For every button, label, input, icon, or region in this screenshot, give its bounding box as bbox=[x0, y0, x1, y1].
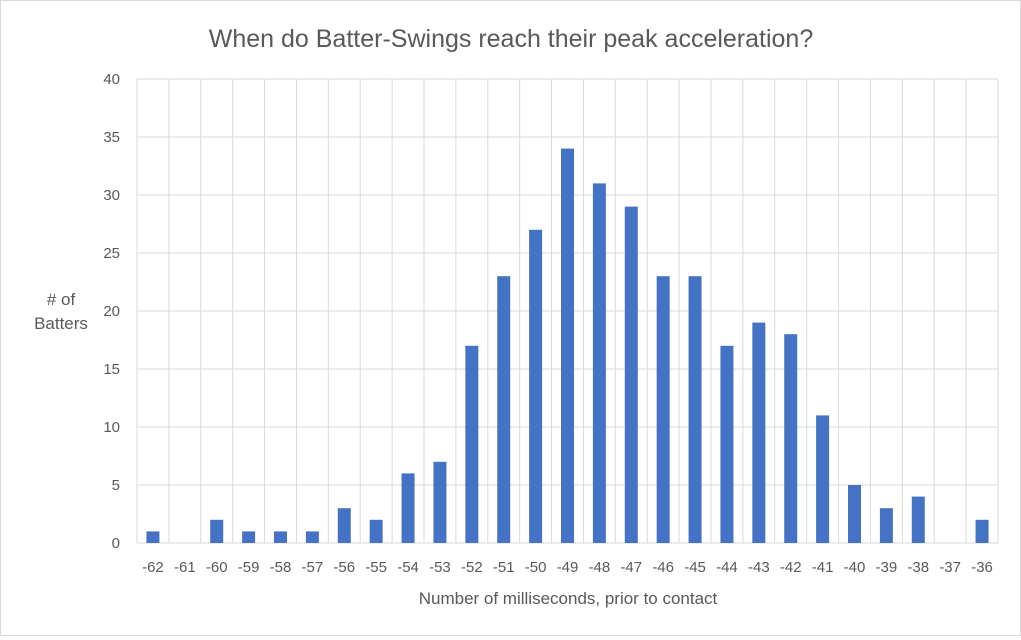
bar bbox=[242, 531, 256, 543]
bars bbox=[146, 148, 989, 544]
x-tick-label: -44 bbox=[716, 559, 738, 576]
bar bbox=[752, 322, 766, 543]
bar bbox=[369, 519, 383, 543]
bar bbox=[561, 148, 574, 543]
bar bbox=[688, 276, 702, 543]
bar bbox=[848, 485, 861, 543]
x-tick-label: -50 bbox=[525, 559, 547, 576]
x-tick-label: -38 bbox=[907, 559, 929, 576]
bar bbox=[656, 276, 670, 543]
bar bbox=[401, 473, 415, 543]
bar bbox=[497, 276, 511, 543]
bar bbox=[975, 519, 989, 543]
chart-title: When do Batter-Swings reach their peak a… bbox=[209, 25, 814, 53]
bar bbox=[210, 519, 224, 543]
x-axis-label: Number of milliseconds, prior to contact bbox=[419, 589, 718, 608]
x-tick-label: -56 bbox=[333, 559, 355, 576]
x-tick-label: -42 bbox=[780, 559, 802, 576]
bar bbox=[529, 229, 543, 544]
gridlines bbox=[136, 78, 999, 544]
bar bbox=[465, 345, 479, 543]
bar bbox=[274, 531, 287, 543]
x-tick-label: -36 bbox=[971, 559, 993, 576]
y-tick-label: 30 bbox=[103, 187, 120, 204]
y-tick-label: 15 bbox=[103, 361, 120, 378]
x-tick-label: -60 bbox=[206, 559, 228, 576]
bar bbox=[337, 508, 351, 543]
x-tick-label: -59 bbox=[238, 559, 260, 576]
x-tick-label: -46 bbox=[652, 559, 674, 576]
y-tick-label: 25 bbox=[103, 245, 120, 262]
x-tick-label: -45 bbox=[684, 559, 706, 576]
bar bbox=[624, 206, 638, 543]
x-tick-label: -57 bbox=[302, 559, 324, 576]
x-tick-label: -61 bbox=[174, 559, 196, 576]
y-axis-label-line-2: Batters bbox=[34, 314, 88, 333]
bar bbox=[879, 508, 893, 543]
x-axis-ticks: -62 -61 -60 -59 -58 -57 -56 -55 -54 -53 -52 -51 -50-… bbox=[142, 559, 993, 576]
y-axis-ticks: 0 5 10 15 20 25 30 35 40 bbox=[103, 71, 120, 552]
x-tick-label: -39 bbox=[876, 559, 898, 576]
x-tick-label: -55 bbox=[365, 559, 387, 576]
bar bbox=[816, 415, 830, 543]
y-tick-label: 20 bbox=[103, 303, 120, 320]
x-tick-label: -41 bbox=[812, 559, 834, 576]
bar bbox=[784, 334, 798, 543]
bar bbox=[146, 531, 160, 543]
y-tick-label: 5 bbox=[112, 477, 120, 494]
x-tick-label: -62 bbox=[142, 559, 164, 576]
y-tick-label: 35 bbox=[103, 129, 120, 146]
x-tick-label: -49 bbox=[557, 559, 579, 576]
x-tick-label: -52 bbox=[461, 559, 483, 576]
bar bbox=[720, 345, 734, 543]
y-axis-label-line-1: # of bbox=[47, 290, 76, 309]
x-tick-label: -48 bbox=[589, 559, 611, 576]
bar bbox=[305, 531, 319, 543]
bar bbox=[592, 183, 606, 543]
x-tick-label: -43 bbox=[748, 559, 770, 576]
bar bbox=[911, 496, 925, 543]
x-tick-label: -40 bbox=[844, 559, 866, 576]
x-tick-label: -54 bbox=[397, 559, 419, 576]
bar bbox=[433, 461, 447, 543]
x-tick-label: -53 bbox=[429, 559, 451, 576]
y-tick-label: 0 bbox=[112, 535, 120, 552]
y-tick-label: 10 bbox=[103, 419, 120, 436]
y-tick-label: 40 bbox=[103, 71, 120, 88]
x-tick-label: -47 bbox=[620, 559, 642, 576]
x-tick-label: -37 bbox=[939, 559, 961, 576]
x-tick-label: -51 bbox=[493, 559, 515, 576]
x-tick-label: -58 bbox=[270, 559, 292, 576]
